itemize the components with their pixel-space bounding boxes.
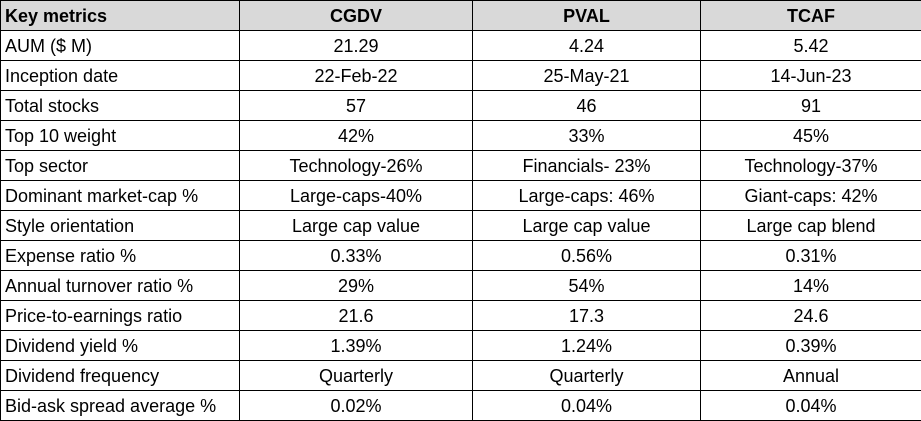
row-label: Expense ratio % [1,241,240,271]
cell-tcaf: 45% [701,121,921,151]
header-key-metrics: Key metrics [1,1,240,31]
row-label: Style orientation [1,211,240,241]
cell-pval: Large cap value [473,211,701,241]
cell-pval: 0.04% [473,391,701,421]
row-label: Dividend yield % [1,331,240,361]
cell-tcaf: 0.39% [701,331,921,361]
cell-pval: 1.24% [473,331,701,361]
cell-tcaf: 24.6 [701,301,921,331]
header-pval: PVAL [473,1,701,31]
row-label: Dominant market-cap % [1,181,240,211]
cell-cgdv: 0.02% [240,391,473,421]
cell-cgdv: 22-Feb-22 [240,61,473,91]
cell-cgdv: Quarterly [240,361,473,391]
row-label: Bid-ask spread average % [1,391,240,421]
cell-cgdv: Large-caps-40% [240,181,473,211]
cell-cgdv: 0.33% [240,241,473,271]
cell-cgdv: 21.6 [240,301,473,331]
cell-tcaf: Technology-37% [701,151,921,181]
table-row: Dominant market-cap % Large-caps-40% Lar… [1,181,921,211]
table-row: Top 10 weight 42% 33% 45% [1,121,921,151]
cell-tcaf: 91 [701,91,921,121]
table-row: Inception date 22-Feb-22 25-May-21 14-Ju… [1,61,921,91]
cell-pval: Financials- 23% [473,151,701,181]
row-label: Top 10 weight [1,121,240,151]
cell-tcaf: 5.42 [701,31,921,61]
row-label: Top sector [1,151,240,181]
cell-pval: 33% [473,121,701,151]
row-label: Annual turnover ratio % [1,271,240,301]
table-row: AUM ($ M) 21.29 4.24 5.42 [1,31,921,61]
table-row: Bid-ask spread average % 0.02% 0.04% 0.0… [1,391,921,421]
cell-pval: 4.24 [473,31,701,61]
cell-cgdv: 57 [240,91,473,121]
header-row: Key metrics CGDV PVAL TCAF [1,1,921,31]
cell-tcaf: 0.04% [701,391,921,421]
row-label: AUM ($ M) [1,31,240,61]
row-label: Total stocks [1,91,240,121]
table-row: Total stocks 57 46 91 [1,91,921,121]
table-row: Dividend frequency Quarterly Quarterly A… [1,361,921,391]
row-label: Dividend frequency [1,361,240,391]
table-row: Price-to-earnings ratio 21.6 17.3 24.6 [1,301,921,331]
header-cgdv: CGDV [240,1,473,31]
cell-pval: 46 [473,91,701,121]
table-row: Expense ratio % 0.33% 0.56% 0.31% [1,241,921,271]
table-row: Annual turnover ratio % 29% 54% 14% [1,271,921,301]
cell-tcaf: Large cap blend [701,211,921,241]
cell-tcaf: 0.31% [701,241,921,271]
cell-pval: 17.3 [473,301,701,331]
cell-cgdv: 21.29 [240,31,473,61]
cell-pval: 25-May-21 [473,61,701,91]
table-row: Style orientation Large cap value Large … [1,211,921,241]
cell-cgdv: 29% [240,271,473,301]
table-row: Top sector Technology-26% Financials- 23… [1,151,921,181]
cell-pval: 54% [473,271,701,301]
cell-tcaf: 14% [701,271,921,301]
row-label: Price-to-earnings ratio [1,301,240,331]
cell-tcaf: Giant-caps: 42% [701,181,921,211]
cell-cgdv: Large cap value [240,211,473,241]
cell-pval: Quarterly [473,361,701,391]
cell-tcaf: Annual [701,361,921,391]
header-tcaf: TCAF [701,1,921,31]
cell-cgdv: Technology-26% [240,151,473,181]
row-label: Inception date [1,61,240,91]
table-row: Dividend yield % 1.39% 1.24% 0.39% [1,331,921,361]
cell-pval: Large-caps: 46% [473,181,701,211]
cell-tcaf: 14-Jun-23 [701,61,921,91]
cell-cgdv: 1.39% [240,331,473,361]
cell-cgdv: 42% [240,121,473,151]
cell-pval: 0.56% [473,241,701,271]
